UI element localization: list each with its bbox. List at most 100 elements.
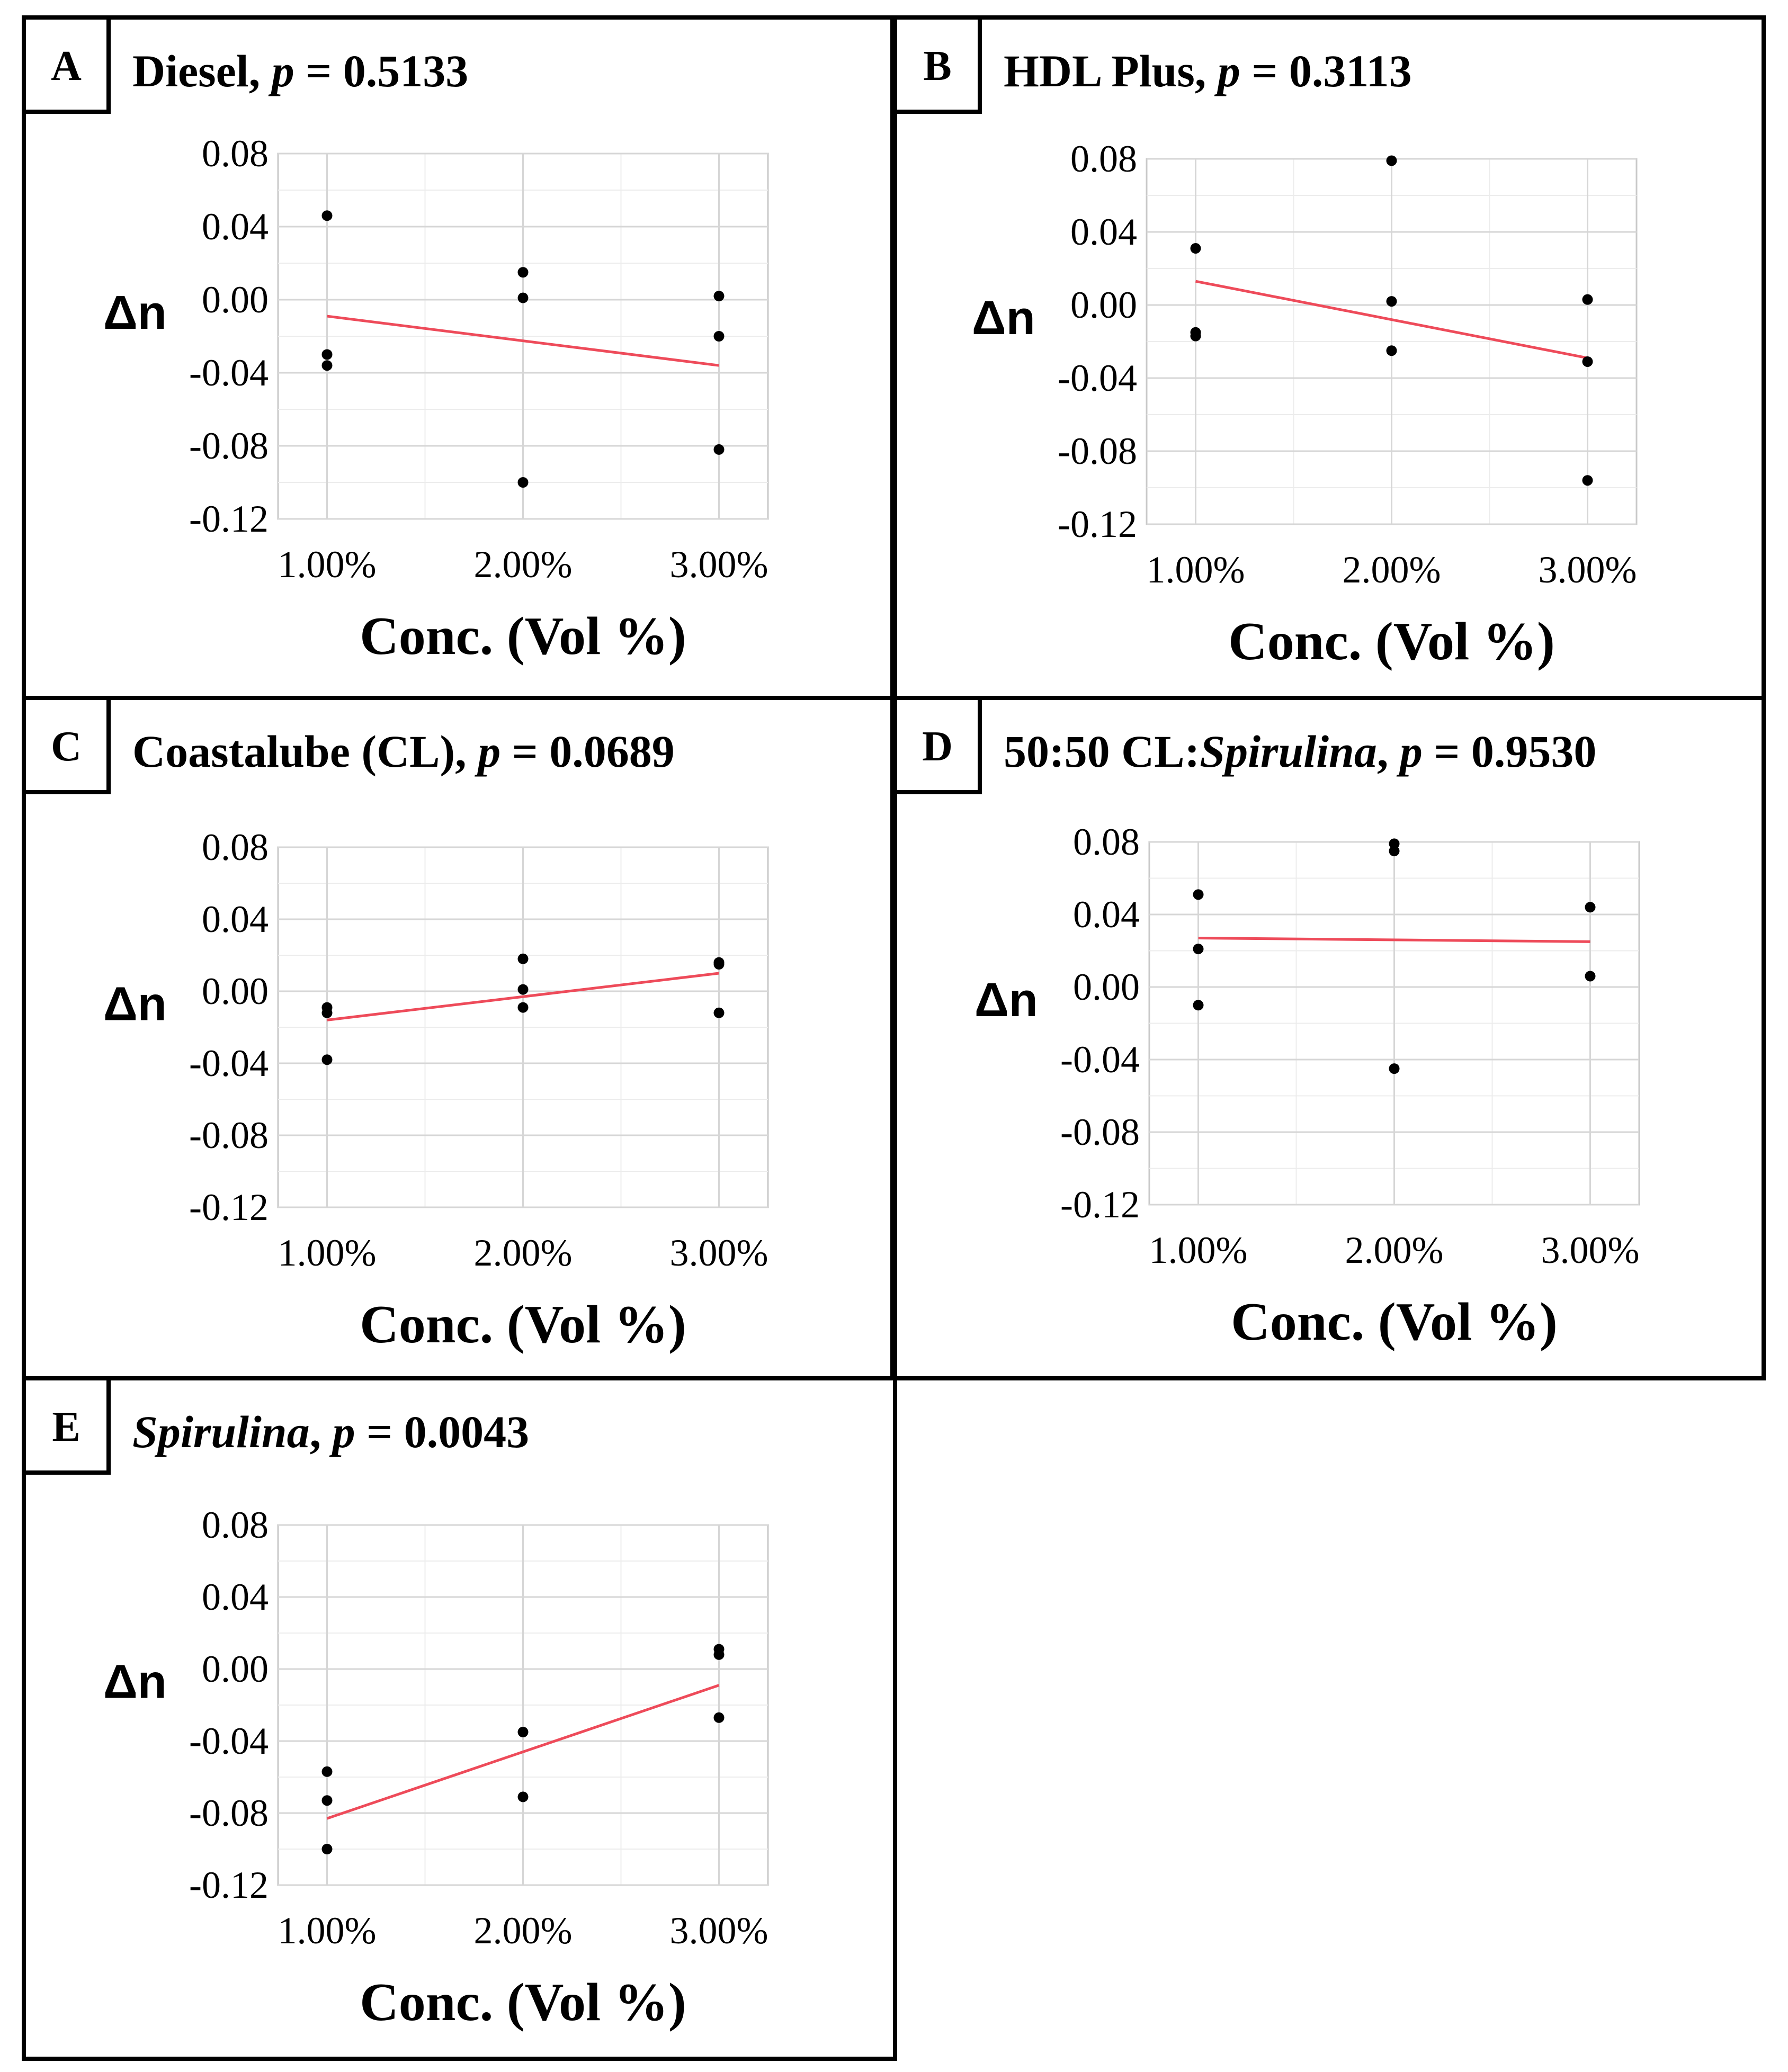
y-tick-label: -0.08 (189, 1792, 269, 1834)
y-tick-label: -0.08 (189, 425, 269, 467)
y-tick-label: 0.08 (202, 826, 269, 868)
data-point (321, 1007, 333, 1018)
title-italic: Spirulina (132, 1406, 310, 1457)
data-point (1386, 345, 1397, 356)
y-tick-label: -0.04 (189, 1720, 269, 1762)
data-point (1389, 838, 1400, 849)
title-p-label: p (268, 46, 294, 96)
x-tick-label: 2.00% (474, 1232, 573, 1274)
y-tick-label: 0.08 (1070, 138, 1137, 180)
y-tick-label: 0.04 (202, 1576, 269, 1618)
x-tick-label: 3.00% (1539, 549, 1637, 591)
data-point (517, 1791, 529, 1802)
data-point (1582, 294, 1593, 305)
title-p-label: p (1214, 46, 1240, 96)
panel-title: Spirulina, p = 0.0043 (132, 1406, 529, 1457)
data-point (1582, 475, 1593, 486)
data-point (517, 292, 529, 303)
data-point (321, 360, 333, 371)
panel-a: A Diesel, p = 0.5133 0.08 0.04 0.00 -0.04 -0.0… (22, 15, 895, 700)
y-tick-label: 0.04 (202, 205, 269, 248)
data-point (517, 1727, 529, 1737)
panel-frame (22, 1376, 897, 2061)
y-tick-label: 0.04 (1073, 893, 1140, 936)
data-point (1585, 902, 1596, 913)
x-axis-label: Conc. (Vol %) (360, 1972, 686, 2032)
panel-title: 50:50 CL:Spirulina, p = 0.9530 (1004, 726, 1596, 777)
title-p-label: p (474, 726, 500, 777)
panel-letter: A (51, 43, 82, 89)
title-p-label: p (329, 1406, 355, 1457)
panel-letter-box (893, 15, 982, 114)
panel-letter: B (923, 43, 951, 89)
y-tick-label: 0.00 (1073, 966, 1140, 1008)
x-tick-label: 1.00% (1147, 549, 1245, 591)
data-point (321, 1795, 333, 1806)
data-point (1193, 1000, 1204, 1011)
fit-line (1198, 937, 1590, 943)
panel-letter: D (922, 723, 953, 770)
data-point (517, 267, 529, 278)
data-point (1190, 330, 1201, 342)
data-point (1582, 356, 1593, 367)
data-point (1386, 155, 1397, 166)
data-point (1585, 971, 1596, 982)
data-point (321, 1766, 333, 1777)
title-italic: Spirulina (1200, 726, 1377, 777)
panel-letter: C (51, 723, 82, 770)
x-tick-label: 1.00% (278, 1909, 377, 1952)
title-comma: , (310, 1406, 333, 1457)
x-tick-label: 2.00% (474, 543, 573, 586)
panel-title: HDL Plus, p = 0.3113 (1004, 46, 1412, 96)
panel-letter-box (893, 696, 982, 794)
y-tick-label: -0.08 (189, 1114, 269, 1156)
data-point (517, 477, 529, 488)
y-tick-label: 0.00 (1070, 284, 1137, 326)
y-tick-label: 0.08 (202, 1504, 269, 1546)
y-tick-label: -0.08 (1060, 1111, 1140, 1153)
title-p-value: = 0.9530 (1423, 726, 1597, 777)
data-point (1389, 846, 1400, 857)
data-point (1193, 889, 1204, 900)
data-point (713, 1649, 725, 1660)
panel-letter-box (22, 1376, 111, 1475)
title-plain: 50:50 CL: (1004, 726, 1200, 777)
x-tick-label: 1.00% (278, 1232, 377, 1274)
x-tick-label: 3.00% (670, 543, 768, 586)
x-axis-label: Conc. (Vol %) (1231, 1292, 1558, 1352)
data-point (1193, 944, 1204, 955)
y-tick-label: -0.12 (189, 1864, 269, 1906)
x-tick-label: 3.00% (670, 1232, 768, 1274)
y-axis-label: Δn (972, 292, 1035, 345)
x-tick-label: 2.00% (1343, 549, 1441, 591)
fit-line (327, 972, 719, 1021)
panel-letter: E (52, 1404, 80, 1450)
data-point (713, 959, 725, 970)
y-tick-label: -0.04 (189, 352, 269, 394)
title-p-value: = 0.3113 (1240, 46, 1412, 96)
y-tick-label: -0.12 (189, 1186, 269, 1228)
fit-line (1195, 280, 1588, 360)
panel-title: Coastalube (CL), p = 0.0689 (132, 726, 675, 777)
panel-d: D 50:50 CL:Spirulina, p = 0.9530 0.08 0.04 0… (893, 696, 1766, 1380)
x-tick-label: 3.00% (1541, 1229, 1640, 1271)
x-axis-label: Conc. (Vol %) (1228, 612, 1555, 671)
y-tick-label: -0.12 (1060, 1183, 1140, 1226)
y-tick-label: 0.00 (202, 970, 269, 1012)
y-tick-label: -0.04 (1060, 1038, 1140, 1081)
data-point (517, 984, 529, 995)
y-tick-label: -0.04 (189, 1042, 269, 1084)
x-tick-label: 1.00% (278, 543, 377, 586)
data-point (517, 1002, 529, 1013)
y-axis-label: Δn (103, 286, 167, 339)
data-point (1386, 296, 1397, 307)
title-p-value: = 0.5133 (294, 46, 469, 96)
data-point (713, 291, 725, 302)
y-tick-label: 0.00 (202, 279, 269, 321)
panel-title: Diesel, p = 0.5133 (132, 46, 468, 96)
y-axis-label: Δn (103, 977, 167, 1030)
y-axis-label: Δn (975, 974, 1038, 1027)
y-tick-label: -0.08 (1058, 430, 1137, 472)
panel-letter-box (22, 696, 111, 794)
data-point (321, 1054, 333, 1065)
